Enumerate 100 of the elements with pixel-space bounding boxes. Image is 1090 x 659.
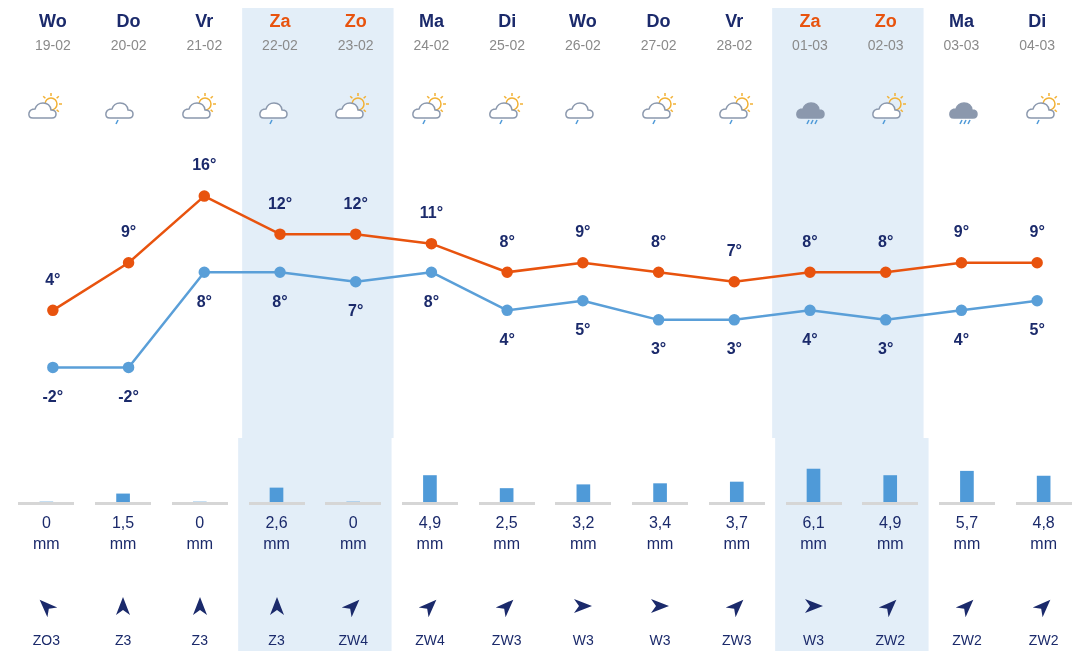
- bar: [423, 475, 437, 502]
- data-label: -2°: [42, 387, 64, 405]
- x-tick-label: Vr 28-02: [716, 10, 753, 53]
- data-label: 5,7 mm: [953, 514, 981, 553]
- point: [577, 295, 589, 307]
- point: [349, 228, 362, 240]
- point: [274, 228, 286, 240]
- text: ZW3: [722, 631, 752, 648]
- data-label: 3°: [878, 340, 894, 358]
- point: [728, 276, 741, 288]
- data-label: 4°: [45, 270, 61, 288]
- data-label: 11°: [419, 204, 444, 222]
- data-label: 12°: [343, 194, 368, 212]
- point: [122, 256, 135, 269]
- bar: [883, 475, 898, 502]
- point: [47, 304, 59, 317]
- data-label: 4°: [953, 330, 970, 348]
- point: [955, 304, 968, 317]
- point: [1031, 256, 1043, 269]
- point: [955, 256, 968, 269]
- text: ZW2: [875, 631, 906, 648]
- data-label: 16°: [192, 156, 217, 174]
- bar: [576, 484, 591, 502]
- point: [274, 266, 286, 278]
- bar: [729, 481, 744, 502]
- text: W3: [572, 631, 595, 648]
- text: ZW3: [491, 631, 522, 648]
- data-label: 3°: [726, 340, 742, 358]
- x-tick-label: Za 22-02: [262, 10, 299, 53]
- data-label: 3,7 mm: [723, 514, 751, 553]
- text: ZW4: [415, 631, 445, 648]
- data-label: 0 mm: [186, 514, 214, 553]
- x-tick-label: Wo 26-02: [564, 10, 601, 53]
- bar: [116, 493, 130, 502]
- data-label: 6,1 mm: [800, 514, 827, 553]
- point: [425, 266, 438, 278]
- data-label: 12°: [267, 194, 293, 212]
- bar: [653, 483, 667, 502]
- data-label: 2,6 mm: [263, 514, 290, 553]
- data-label: 9°: [575, 223, 591, 241]
- data-label: 8°: [196, 292, 212, 310]
- bar: [960, 470, 974, 502]
- data-label: 4°: [802, 330, 818, 348]
- text: ZW4: [338, 631, 369, 648]
- data-label: 0 mm: [339, 514, 367, 553]
- text: ZO3: [32, 631, 61, 648]
- data-label: 9°: [120, 223, 137, 241]
- data-label: -2°: [118, 387, 139, 405]
- bar: [1036, 475, 1051, 502]
- data-label: 3,2 mm: [570, 514, 597, 553]
- data-label: 8°: [423, 292, 440, 310]
- x-tick-label: Ma 24-02: [413, 10, 450, 53]
- point: [577, 256, 589, 269]
- data-label: 4,9 mm: [876, 514, 904, 553]
- x-tick-label: Ma 03-03: [943, 10, 980, 53]
- point: [804, 266, 816, 278]
- x-tick-label: Do 27-02: [640, 10, 677, 53]
- point: [501, 304, 513, 317]
- bar: [499, 488, 514, 502]
- bar: [806, 468, 821, 502]
- text: Z3: [114, 631, 132, 648]
- point: [728, 314, 741, 326]
- text: W3: [803, 631, 825, 648]
- point: [652, 314, 665, 326]
- text: W3: [649, 631, 671, 648]
- bar: [269, 487, 284, 502]
- point: [425, 237, 438, 250]
- data-label: 4°: [499, 330, 515, 348]
- data-label: 9°: [1029, 223, 1045, 241]
- data-label: 4,9 mm: [416, 514, 444, 553]
- point: [652, 266, 665, 278]
- point: [198, 266, 211, 278]
- point: [1031, 295, 1043, 307]
- data-label: 7°: [726, 242, 742, 260]
- x-tick-label: Za 01-03: [792, 10, 829, 53]
- x-tick-label: Zo 23-02: [337, 10, 374, 53]
- data-label: 7°: [348, 302, 364, 320]
- x-tick-label: Do 20-02: [110, 10, 147, 53]
- x-tick-label: Vr 21-02: [186, 10, 223, 53]
- data-label: 5°: [1029, 321, 1045, 339]
- x-tick-label: Di 25-02: [489, 10, 526, 53]
- data-label: 3,4 mm: [646, 514, 674, 553]
- point: [198, 190, 211, 202]
- data-label: 2,5 mm: [493, 514, 520, 553]
- data-label: 8°: [272, 292, 288, 310]
- point: [879, 266, 892, 278]
- data-label: 5°: [575, 321, 591, 339]
- point: [804, 304, 816, 317]
- text: ZW2: [1028, 631, 1059, 648]
- point: [349, 276, 362, 288]
- data-label: 4,8 mm: [1030, 514, 1057, 553]
- data-label: 0 mm: [33, 514, 60, 553]
- data-label: 8°: [878, 232, 894, 250]
- data-label: 8°: [802, 232, 818, 250]
- data-label: 9°: [953, 223, 970, 241]
- point: [47, 361, 59, 374]
- x-tick-label: Di 04-03: [1019, 10, 1056, 53]
- point: [879, 314, 892, 326]
- x-tick-label: Zo 02-03: [867, 10, 904, 53]
- point: [122, 361, 135, 374]
